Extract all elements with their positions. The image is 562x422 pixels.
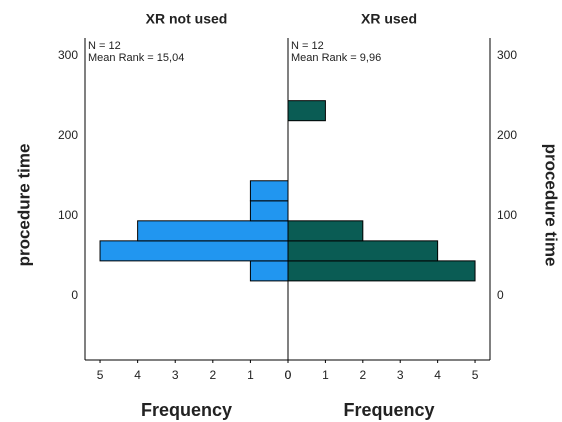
bar: [287, 100, 326, 122]
panel-title: XR not used: [146, 11, 228, 27]
annotation: N = 12: [88, 40, 121, 52]
bar: [287, 240, 439, 262]
y-tick-label: 0: [71, 288, 78, 302]
bar: [99, 240, 289, 262]
x-tick-label: 3: [172, 368, 179, 382]
y-tick-label: 0: [497, 288, 504, 302]
x-tick-label: 0: [285, 368, 292, 382]
y-tick-label: 300: [497, 48, 517, 62]
y-tick-label: 200: [58, 128, 78, 142]
x-tick-label: 3: [397, 368, 404, 382]
bar: [249, 200, 289, 222]
x-tick-label: 1: [247, 368, 254, 382]
y-axis-label: procedure time: [542, 144, 561, 267]
x-tick-label: 4: [134, 368, 141, 382]
annotation: Mean Rank = 15,04: [88, 52, 184, 64]
x-axis-label: Frequency: [141, 400, 232, 420]
panel-title: XR used: [361, 11, 417, 27]
x-tick-label: 4: [434, 368, 441, 382]
annotation: N = 12: [291, 40, 324, 52]
x-axis-label: Frequency: [343, 400, 434, 420]
bar: [287, 260, 476, 282]
y-tick-label: 200: [497, 128, 517, 142]
bar: [249, 260, 289, 282]
x-tick-label: 2: [359, 368, 366, 382]
y-tick-label: 300: [58, 48, 78, 62]
x-tick-label: 5: [97, 368, 104, 382]
bar: [249, 180, 289, 202]
y-axis-label: procedure time: [14, 144, 33, 267]
y-tick-label: 100: [58, 208, 78, 222]
x-tick-label: 2: [209, 368, 216, 382]
y-tick-label: 100: [497, 208, 517, 222]
x-tick-label: 0: [285, 368, 292, 382]
bar: [287, 220, 364, 242]
x-tick-label: 5: [472, 368, 479, 382]
x-tick-label: 1: [322, 368, 329, 382]
bar: [137, 220, 289, 242]
annotation: Mean Rank = 9,96: [291, 52, 381, 64]
